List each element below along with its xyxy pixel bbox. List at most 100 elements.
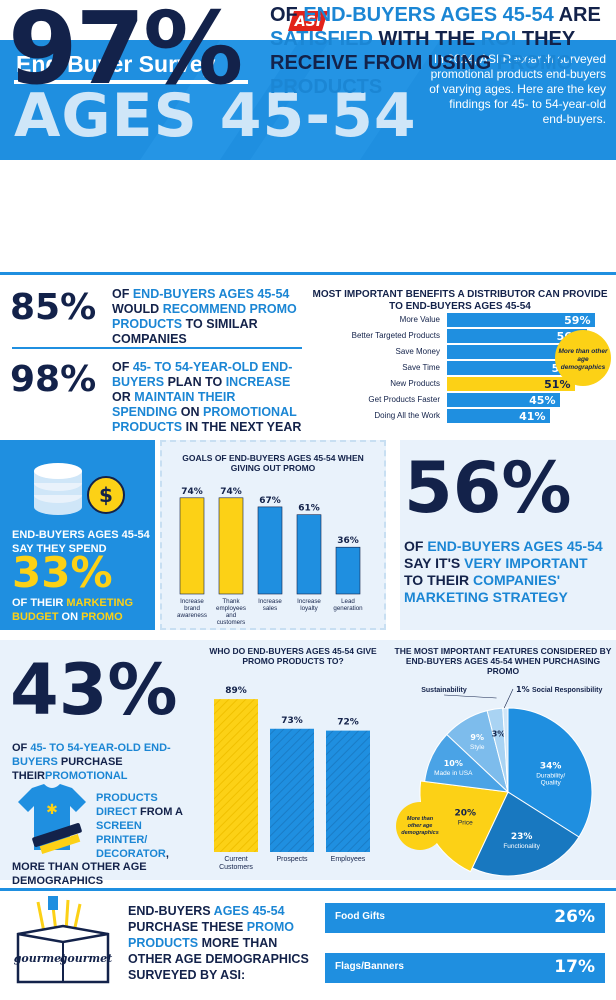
budget-text-b: OF THEIR MARKETING BUDGET ON PROMO bbox=[12, 597, 133, 623]
stat-43-text-a: OF 45- TO 54-YEAR-OLD END-BUYERS PURCHAS… bbox=[12, 742, 171, 782]
benefits-chart: More Value 59% Better Targeted Products56%… bbox=[300, 313, 610, 433]
gift-label: Food Gifts bbox=[335, 911, 385, 922]
benefit-value: 41% bbox=[519, 410, 546, 423]
pie-value: 1% bbox=[516, 685, 530, 694]
divider bbox=[0, 272, 616, 275]
strategy-panel bbox=[400, 440, 616, 630]
goal-bar-outline bbox=[335, 546, 361, 595]
age-heading: AGES 45-54 bbox=[14, 81, 417, 151]
asi-logo: ASI bbox=[288, 11, 328, 31]
goal-value: 74% bbox=[181, 487, 203, 497]
goal-bar-outline bbox=[179, 497, 205, 595]
gift-bar-flags: Flags/Banners 17% bbox=[325, 953, 605, 983]
pie-label: Price bbox=[458, 819, 473, 826]
goal-bar bbox=[258, 506, 282, 594]
pie-label: Durability/Quality bbox=[536, 773, 565, 787]
goal-label: Increase loyalty bbox=[297, 598, 321, 612]
recipient-label: Employees bbox=[331, 856, 366, 863]
stat-43-text-b: PRODUCTS DIRECT FROM A SCREEN PRINTER/ D… bbox=[96, 792, 183, 860]
recipient-label: Current Customers bbox=[219, 856, 253, 871]
pie-leader bbox=[503, 688, 514, 709]
benefit-bar: 41% bbox=[447, 409, 550, 423]
pie-slice bbox=[502, 707, 509, 793]
goal-label: Lead generation bbox=[333, 598, 363, 612]
benefit-value: 51% bbox=[544, 378, 571, 391]
benefit-bar: 45% bbox=[447, 393, 560, 407]
coins-icon: $ bbox=[34, 463, 125, 515]
benefit-label: Get Products Faster bbox=[368, 395, 440, 404]
gift-bar-food: Food Gifts 26% bbox=[325, 903, 605, 933]
benefit-label: Save Money bbox=[395, 347, 440, 356]
recipients-chart-title: WHO DO END-BUYERS AGES 45-54 GIVE PROMO … bbox=[209, 646, 377, 666]
svg-text:gourmet: gourmet bbox=[14, 952, 67, 965]
stat-97-number: 97% bbox=[8, 0, 243, 107]
intro-text: In 2024, ASI Research surveyed promotion… bbox=[429, 52, 606, 126]
recipient-bar bbox=[270, 728, 314, 852]
svg-text:$: $ bbox=[99, 483, 113, 507]
benefit-bar: 51% bbox=[447, 377, 575, 391]
goal-bar bbox=[219, 497, 243, 594]
pie-label: Sustainability bbox=[421, 687, 467, 694]
gifts-text: END-BUYERS AGES 45-54 PURCHASE THESE PRO… bbox=[128, 904, 309, 982]
pie-value: 3% bbox=[492, 729, 506, 738]
stat-56-number: 56% bbox=[404, 447, 572, 529]
goals-chart-title: GOALS OF END-BUYERS AGES 45-54 WHEN GIVI… bbox=[182, 453, 364, 473]
goal-value: 61% bbox=[298, 504, 320, 514]
svg-text:✱: ✱ bbox=[46, 802, 58, 818]
pie-label: Style bbox=[470, 744, 485, 751]
pie-value: 9% bbox=[470, 733, 484, 742]
logo-text: ASI bbox=[294, 14, 321, 30]
goal-bar bbox=[336, 547, 360, 594]
goal-bar-outline bbox=[296, 514, 322, 595]
benefit-label: New Products bbox=[390, 379, 440, 388]
stat-56-text: OF END-BUYERS AGES 45-54 SAY IT'S VERY I… bbox=[404, 538, 603, 605]
benefit-bar: 59% bbox=[447, 313, 595, 327]
benefit-row: Better Targeted Products56% bbox=[300, 329, 600, 345]
pie-label: Functionality bbox=[503, 843, 540, 850]
benefit-label: Better Targeted Products bbox=[351, 331, 440, 340]
benefit-row: Get Products Faster 45% bbox=[300, 393, 600, 409]
stat-85-number: 85% bbox=[10, 287, 97, 328]
budget-text-a: END-BUYERS AGES 45-54 SAY THEY SPEND bbox=[12, 529, 150, 555]
pie-leader bbox=[443, 694, 497, 699]
goal-bar bbox=[297, 514, 321, 594]
pie-value: 23% bbox=[511, 832, 533, 842]
goal-value: 67% bbox=[259, 496, 281, 506]
benefit-label: More Value bbox=[399, 315, 440, 324]
gift-label: Flags/Banners bbox=[335, 961, 404, 972]
pie-label: Made in USA bbox=[434, 770, 473, 777]
stat-43-number: 43% bbox=[10, 649, 178, 731]
goal-bar bbox=[180, 497, 204, 594]
svg-text:gourmet: gourmet bbox=[60, 952, 113, 965]
goal-bar-outline bbox=[218, 497, 244, 595]
stat-43-text-c: MORE THAN OTHER AGE DEMOGRAPHICS bbox=[12, 861, 147, 887]
pie-value: 20% bbox=[455, 808, 477, 818]
features-pie-chart: 34%Durability/Quality 23%Functionality 20%… bbox=[396, 685, 603, 877]
goals-chart: 74% Increase brand awareness 74% Thank employe… bbox=[177, 487, 363, 624]
gift-value: 17% bbox=[554, 957, 595, 977]
benefit-label: Doing All the Work bbox=[374, 411, 440, 420]
goal-label: Increase brand awareness bbox=[177, 598, 207, 619]
benefit-label: Save Time bbox=[402, 363, 440, 372]
header-stripes bbox=[140, 40, 440, 160]
goal-bar-outline bbox=[257, 506, 283, 595]
recipient-value: 73% bbox=[281, 716, 303, 726]
recipients-chart: 89% Current Customers 73% Prospects 72% Employ… bbox=[214, 686, 370, 871]
goal-value: 74% bbox=[220, 487, 242, 497]
goal-value: 36% bbox=[337, 536, 359, 546]
goal-label: Increase sales bbox=[258, 598, 282, 612]
gourmet-gift-box-icon: gourmet gourmet bbox=[14, 896, 113, 984]
stat-33-number: 33% bbox=[12, 548, 113, 597]
stat-98-text: OF 45- TO 54-YEAR-OLD END-BUYERS PLAN TO… bbox=[112, 360, 302, 434]
divider bbox=[12, 347, 302, 349]
stat-97-text: OF END-BUYERS AGES 45-54 ARE SATISFIED W… bbox=[270, 4, 601, 98]
pie-label: Social Responsibility bbox=[532, 687, 603, 694]
benefit-value: 59% bbox=[564, 314, 591, 327]
features-chart-title: THE MOST IMPORTANT FEATURES CONSIDERED B… bbox=[394, 646, 612, 676]
benefit-row: More Value 59% bbox=[300, 313, 600, 329]
recipient-value: 89% bbox=[225, 686, 247, 696]
survey-title: End-Buyer Survey bbox=[16, 51, 216, 77]
header-banner: End-Buyer Survey AGES 45-54 In 2024, ASI… bbox=[0, 40, 616, 160]
recipient-value: 72% bbox=[337, 718, 359, 728]
